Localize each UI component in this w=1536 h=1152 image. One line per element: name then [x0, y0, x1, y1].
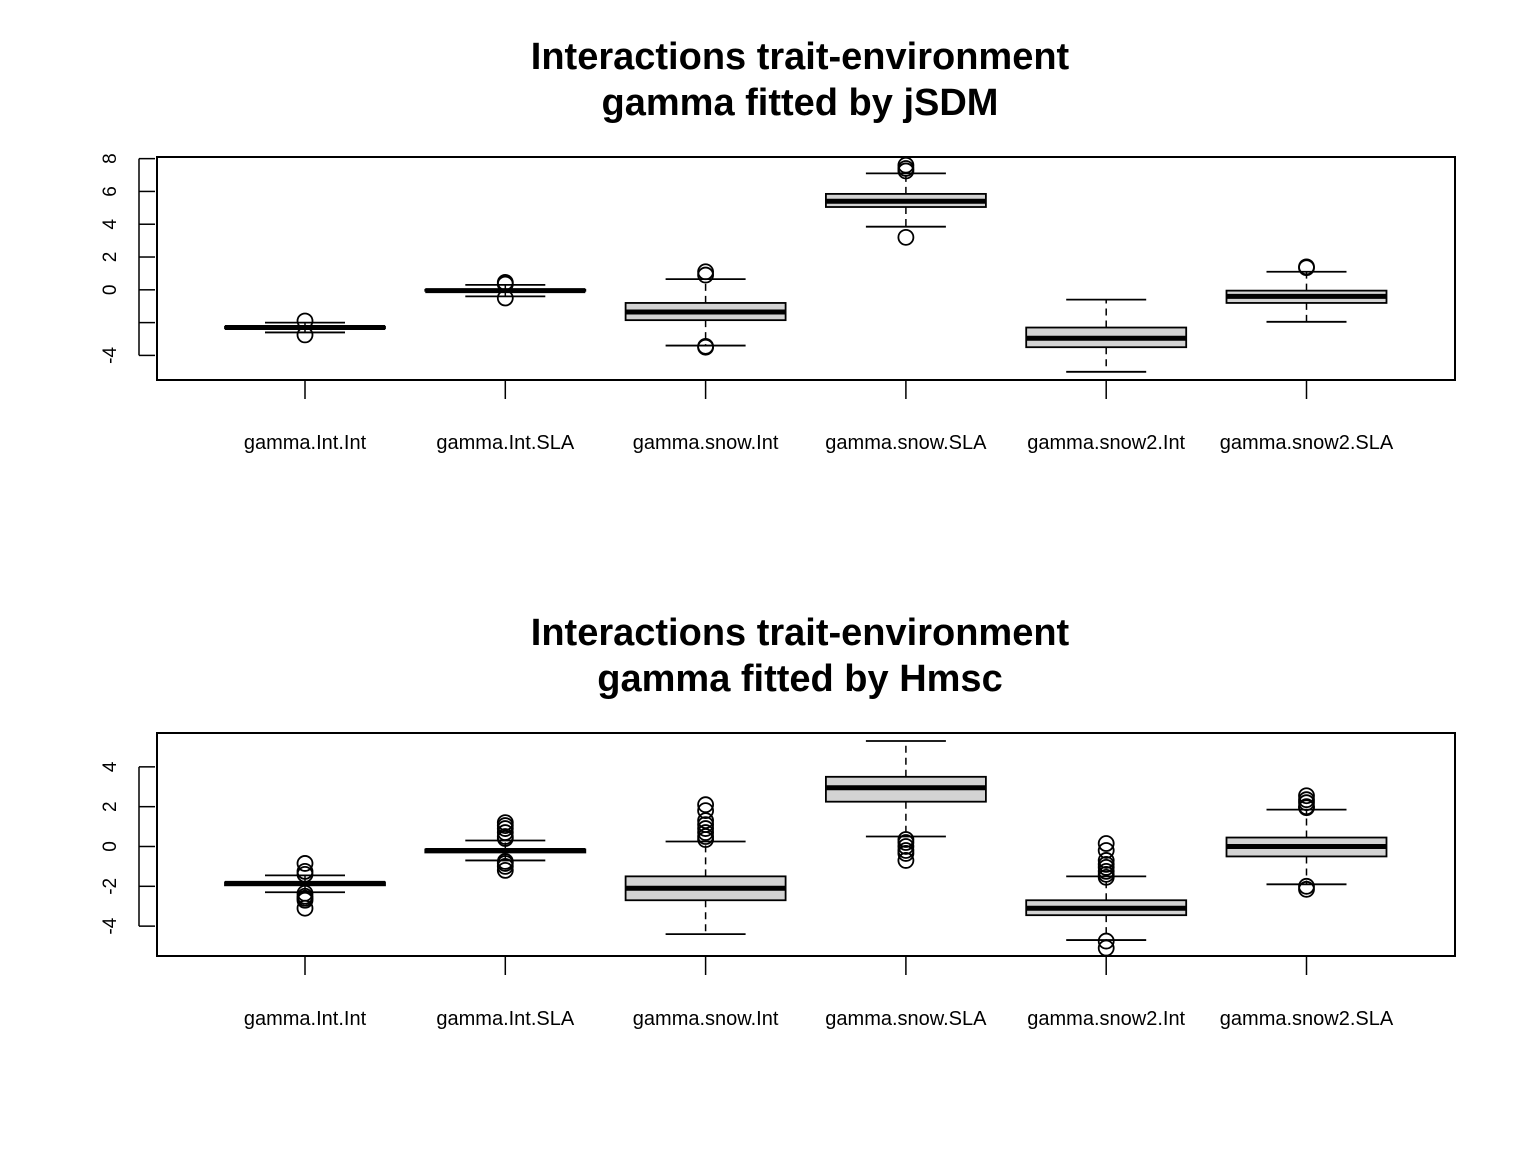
outlier-point	[496, 275, 514, 293]
x-tick-label: gamma.snow.Int	[633, 1008, 779, 1030]
box-gamma.snow.SLA	[825, 156, 987, 246]
outlier-point	[1097, 852, 1115, 869]
outlier-point	[1298, 799, 1315, 817]
outlier-point	[897, 834, 915, 851]
x-tick-label: gamma.Int.Int	[244, 1008, 367, 1030]
outlier-point	[296, 891, 314, 909]
outlier-point	[697, 820, 714, 837]
outlier-point	[296, 855, 314, 872]
outlier-point	[697, 812, 714, 830]
boxplot-panel: -4 -2 0 2 4 gamma.Int.Int gamma.Int.SLA gamma.s…	[100, 732, 1456, 1030]
box-gamma.snow.Int	[624, 796, 787, 935]
box-gamma.snow2.SLA	[1225, 258, 1388, 323]
outlier-point	[1097, 858, 1115, 876]
outlier-point	[697, 338, 714, 356]
y-tick-label: 8	[100, 153, 121, 164]
outlier-point	[296, 865, 314, 883]
box-gamma.snow2.Int	[1025, 835, 1188, 957]
outlier-point	[296, 899, 314, 917]
x-tick-label: gamma.snow2.SLA	[1220, 1008, 1394, 1030]
y-tick-label: 0	[100, 841, 121, 852]
outlier-point	[697, 263, 714, 281]
outlier-point	[296, 312, 314, 330]
y-tick-label: -4	[100, 917, 121, 934]
chart-title-line: gamma fitted by Hmsc	[597, 658, 1003, 700]
outlier-point	[496, 858, 514, 875]
box-gamma.snow2.SLA	[1225, 787, 1388, 898]
x-tick-label: gamma.snow2.Int	[1027, 432, 1185, 454]
y-tick-label: 0	[100, 285, 121, 296]
outlier-point	[1298, 880, 1315, 898]
outlier-point	[496, 820, 514, 837]
chart-title-line: gamma fitted by jSDM	[601, 82, 999, 124]
box-gamma.Int.Int	[224, 855, 386, 917]
outlier-point	[496, 861, 514, 879]
y-tick-label: -2	[100, 878, 121, 895]
outlier-point	[1097, 868, 1115, 886]
outlier-point	[1097, 842, 1115, 859]
x-tick-label: gamma.snow2.Int	[1027, 1008, 1185, 1030]
outlier-point	[897, 162, 915, 180]
y-tick-label: 4	[100, 761, 121, 772]
outlier-point	[1298, 794, 1315, 812]
box-gamma.snow.SLA	[825, 740, 987, 869]
chart-title-hmsc: Interactions trait-environment gamma fit…	[0, 610, 1536, 702]
x-tick-label: gamma.Int.SLA	[436, 432, 575, 454]
box-gamma.snow.Int	[624, 263, 787, 356]
x-tick-label: gamma.Int.Int	[244, 432, 367, 454]
y-tick-label: -4	[100, 347, 121, 364]
x-tick-label: gamma.snow.SLA	[825, 432, 987, 454]
chart-title-jsdm: Interactions trait-environment gamma fit…	[0, 34, 1536, 126]
x-tick-label: gamma.snow.Int	[633, 432, 779, 454]
boxplot-panel: -4 0 2 4 6 8 gamma.Int.Int gamma.Int.SLA gamma.s…	[100, 153, 1456, 454]
outlier-point	[1298, 787, 1315, 805]
box-gamma.snow2.Int	[1025, 298, 1188, 373]
plot-frame	[156, 732, 1456, 957]
outlier-point	[496, 289, 514, 307]
outlier-point	[296, 326, 314, 344]
y-tick-label: 2	[100, 801, 121, 812]
y-tick-label: 2	[100, 252, 121, 263]
box-gamma.Int.SLA	[424, 274, 587, 307]
outlier-point	[1298, 259, 1315, 277]
outlier-point	[897, 838, 915, 855]
box-gamma.Int.SLA	[424, 814, 587, 879]
outlier-point	[697, 802, 714, 820]
outlier-point	[496, 824, 514, 841]
chart-title-line: Interactions trait-environment	[530, 36, 1070, 78]
outlier-point	[897, 845, 915, 862]
chart-title-line: Interactions trait-environment	[530, 612, 1070, 654]
y-tick-label: 4	[100, 219, 121, 230]
outlier-point	[697, 266, 714, 284]
x-tick-label: gamma.snow2.SLA	[1220, 432, 1394, 454]
x-tick-label: gamma.snow.SLA	[825, 1008, 987, 1030]
outlier-point	[1097, 932, 1115, 950]
x-tick-label: gamma.Int.SLA	[436, 1008, 575, 1030]
outlier-point	[897, 852, 915, 869]
outlier-point	[697, 796, 714, 814]
outlier-point	[897, 228, 915, 246]
outlier-point	[697, 831, 714, 848]
box-gamma.Int.Int	[224, 312, 386, 344]
y-tick-label: 6	[100, 186, 121, 197]
outlier-point	[697, 824, 714, 841]
outlier-point	[496, 830, 514, 847]
outlier-point	[1097, 939, 1115, 957]
outlier-point	[1097, 835, 1115, 852]
plot-frame	[156, 156, 1456, 381]
